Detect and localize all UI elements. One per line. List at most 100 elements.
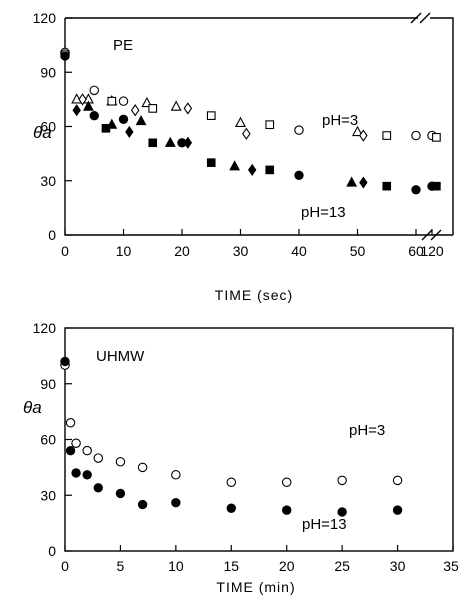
data-point-filled-circle <box>82 470 92 480</box>
markers-uhmw <box>60 356 403 517</box>
data-point-open-circle <box>71 438 81 448</box>
y-ticks-uhmw: 0 30 60 90 120 <box>33 320 72 559</box>
data-point-open-triangle <box>234 116 247 128</box>
panel-label-pe: PE <box>113 37 133 54</box>
data-point-open-circle <box>281 477 292 487</box>
axis-break-bottom <box>421 229 442 241</box>
data-point-filled-square <box>432 181 441 191</box>
data-point-filled-circle <box>294 170 304 181</box>
y-axis-label-pe: θa <box>33 123 52 142</box>
data-point-filled-diamond <box>359 176 368 189</box>
y-tick-label: 0 <box>48 543 56 559</box>
data-point-open-square <box>265 120 275 130</box>
data-point-filled-circle <box>60 51 70 61</box>
data-point-open-circle <box>89 85 100 96</box>
data-point-filled-diamond <box>247 163 257 176</box>
y-tick-label: 60 <box>40 432 56 448</box>
data-point-filled-circle <box>171 497 181 508</box>
x-tick-label: 40 <box>291 243 307 259</box>
x-tick-label: 0 <box>61 558 69 574</box>
y-tick-label: 90 <box>40 376 56 392</box>
data-point-filled-triangle <box>346 176 358 187</box>
data-point-filled-circle <box>392 505 403 515</box>
y-tick-label: 30 <box>40 173 56 189</box>
panel-label-uhmw: UHMW <box>96 348 145 365</box>
data-point-filled-circle <box>93 483 103 493</box>
x-tick-label: 20 <box>279 558 295 574</box>
data-point-open-circle <box>82 445 92 456</box>
data-point-open-circle <box>392 475 403 486</box>
x-tick-label: 35 <box>443 558 459 574</box>
x-ticks-uhmw: 0 5 10 15 20 25 30 35 <box>61 545 459 574</box>
x-axis-label-pe: TIME (sec) <box>215 287 293 303</box>
y-tick-label: 120 <box>33 320 57 336</box>
x-tick-label: 120 <box>420 243 444 259</box>
data-point-filled-triangle <box>82 100 94 111</box>
data-point-open-circle <box>115 457 126 467</box>
x-tick-label: 0 <box>61 243 69 259</box>
data-point-open-circle <box>294 125 304 135</box>
data-point-open-circle <box>337 475 347 486</box>
annotation-ph3-pe: pH=3 <box>322 112 358 129</box>
annotation-ph13-uhmw: pH=13 <box>302 516 347 533</box>
data-point-open-circle <box>93 453 104 463</box>
data-point-open-square <box>206 111 216 120</box>
x-tick-label: 10 <box>168 558 184 574</box>
data-point-open-square <box>148 104 158 113</box>
markers-pe <box>60 47 441 195</box>
y-axis-label-uhmw: θa <box>23 398 42 417</box>
axis-break-top <box>410 12 431 24</box>
y-tick-label: 0 <box>48 227 56 243</box>
data-point-filled-square <box>101 124 111 133</box>
data-point-open-square <box>107 96 117 106</box>
data-point-open-triangle <box>170 100 182 111</box>
x-tick-label: 30 <box>390 558 406 574</box>
y-tick-label: 120 <box>33 10 57 26</box>
data-point-open-circle <box>118 96 129 106</box>
data-point-filled-square <box>148 138 158 148</box>
data-point-filled-circle <box>60 356 70 367</box>
data-point-open-triangle <box>351 125 364 137</box>
data-point-filled-circle <box>118 114 129 124</box>
data-point-filled-circle <box>137 499 148 510</box>
data-point-open-diamond <box>183 102 193 115</box>
data-point-filled-square <box>265 165 275 175</box>
data-point-open-circle <box>171 470 181 480</box>
data-point-filled-circle <box>115 488 126 499</box>
data-point-open-diamond <box>359 129 368 142</box>
data-point-filled-diamond <box>72 104 81 117</box>
panel-uhmw: 0 30 60 90 120 0 5 10 15 20 25 30 35 UHMW θa TIME (… <box>23 320 459 595</box>
x-tick-label: 15 <box>223 558 239 574</box>
data-point-filled-square <box>382 181 392 191</box>
y-tick-label: 60 <box>40 119 56 135</box>
data-point-open-circle <box>411 130 421 141</box>
x-tick-label: 5 <box>117 558 125 574</box>
x-tick-label: 60 <box>408 243 424 259</box>
x-tick-label: 20 <box>174 243 190 259</box>
data-point-open-diamond <box>78 93 87 106</box>
y-tick-label: 30 <box>40 487 56 503</box>
x-tick-label: 30 <box>233 243 249 259</box>
data-point-filled-circle <box>282 505 292 515</box>
data-point-open-diamond <box>242 127 251 140</box>
x-axis-label-uhmw: TIME (min) <box>216 579 295 595</box>
x-tick-label: 25 <box>334 558 350 574</box>
data-point-filled-triangle <box>229 160 241 171</box>
data-point-filled-circle <box>65 445 76 456</box>
data-point-filled-circle <box>71 468 81 478</box>
data-point-filled-circle <box>226 503 236 513</box>
data-point-filled-circle <box>411 185 421 195</box>
data-point-filled-circle <box>337 507 347 517</box>
data-point-filled-diamond <box>125 125 134 139</box>
data-point-open-diamond <box>130 104 140 117</box>
data-point-open-square <box>432 133 441 142</box>
data-point-filled-triangle <box>164 136 176 147</box>
data-point-filled-circle <box>89 110 99 121</box>
data-point-filled-triangle <box>135 115 147 126</box>
data-point-open-square <box>382 131 392 140</box>
annotation-ph13-pe: pH=13 <box>301 204 346 221</box>
annotation-ph3-uhmw: pH=3 <box>349 422 385 439</box>
